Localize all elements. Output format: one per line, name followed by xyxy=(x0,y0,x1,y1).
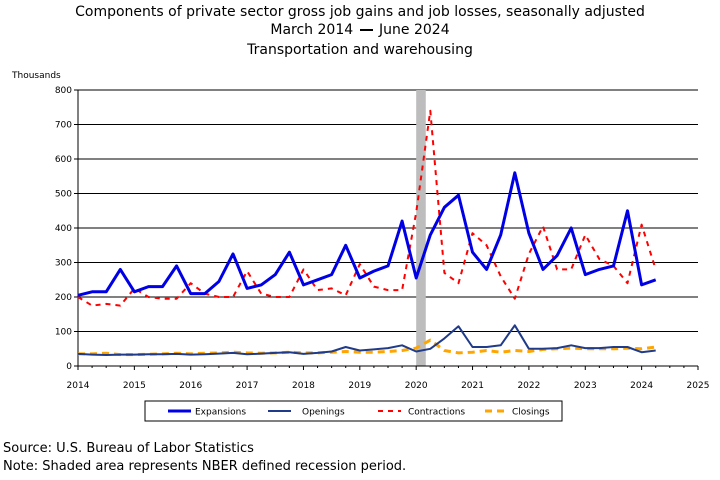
y-tick-label: 600 xyxy=(55,155,72,165)
legend-item: Contractions xyxy=(378,408,465,418)
x-tick-label: 2025 xyxy=(687,381,710,391)
chart-svg: 0 100 200 300 400 500 600 700 800 2014 2015 2016 201… xyxy=(55,86,710,422)
chart-date-range: March 2014 June 2024 xyxy=(0,22,720,38)
x-tick-label: 2019 xyxy=(348,381,371,391)
x-tick-label: 2015 xyxy=(123,381,146,391)
x-tick-label: 2017 xyxy=(236,381,259,391)
x-tick-label: 2020 xyxy=(405,381,428,391)
series-line-expansions xyxy=(77,171,657,297)
y-axis-label: Thousands xyxy=(12,71,61,81)
y-tick-label: 0 xyxy=(66,362,72,372)
recession-shading xyxy=(416,90,426,366)
y-tick-label: 300 xyxy=(55,259,72,269)
date-range-dash xyxy=(359,29,373,31)
legend-item: Expansions xyxy=(168,408,246,418)
series-line-closings xyxy=(78,338,656,357)
y-tick-label: 200 xyxy=(55,293,72,303)
x-tick-label: 2023 xyxy=(574,381,597,391)
x-tick-label: 2021 xyxy=(461,381,484,391)
x-tick-label: 2014 xyxy=(67,381,90,391)
legend-box xyxy=(144,400,563,422)
legend-label: Expansions xyxy=(195,408,246,418)
source-note: Source: U.S. Bureau of Labor Statistics xyxy=(3,441,254,456)
legend-label: Openings xyxy=(302,408,345,418)
y-tick-label: 100 xyxy=(55,328,72,338)
legend-label: Closings xyxy=(512,408,550,418)
date-range-start: March 2014 xyxy=(270,22,354,38)
date-range-end: June 2024 xyxy=(379,22,450,38)
x-tick-label: 2016 xyxy=(179,381,202,391)
y-tick-label: 800 xyxy=(55,86,72,96)
x-tick-label: 2018 xyxy=(292,381,315,391)
legend-item: Closings xyxy=(485,408,550,418)
y-tick-label: 500 xyxy=(55,190,72,200)
chart-title: Components of private sector gross job g… xyxy=(75,4,645,20)
legend-label: Contractions xyxy=(408,408,465,418)
x-tick-label: 2024 xyxy=(630,381,653,391)
y-tick-label: 700 xyxy=(55,121,72,131)
x-tick-label: 2022 xyxy=(517,381,540,391)
y-tick-label: 400 xyxy=(55,224,72,234)
recession-note: Note: Shaded area represents NBER define… xyxy=(3,459,407,474)
series-line-openings xyxy=(77,324,656,356)
legend-item: Openings xyxy=(268,408,345,418)
series-line-contractions xyxy=(77,109,657,307)
chart-subtitle: Transportation and warehousing xyxy=(247,42,473,58)
legend: Expansions Openings Contractions Closings xyxy=(144,400,563,422)
